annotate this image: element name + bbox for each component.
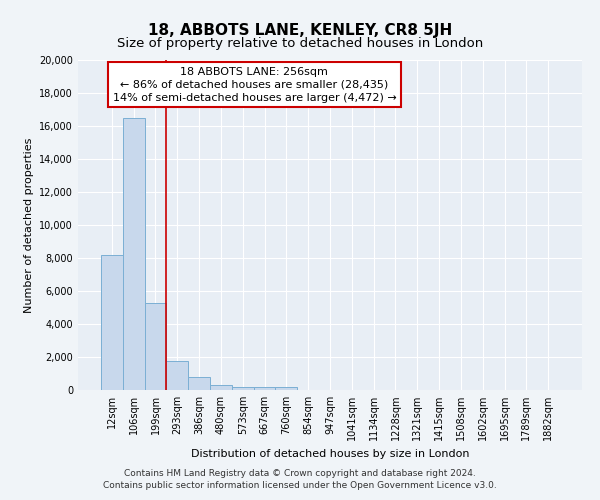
Text: Contains HM Land Registry data © Crown copyright and database right 2024.: Contains HM Land Registry data © Crown c… — [124, 469, 476, 478]
Bar — [232, 386, 254, 390]
Text: 18 ABBOTS LANE: 256sqm
← 86% of detached houses are smaller (28,435)
14% of semi: 18 ABBOTS LANE: 256sqm ← 86% of detached… — [113, 66, 396, 103]
Bar — [188, 377, 210, 390]
X-axis label: Distribution of detached houses by size in London: Distribution of detached houses by size … — [191, 448, 469, 458]
Bar — [254, 386, 275, 390]
Text: 18, ABBOTS LANE, KENLEY, CR8 5JH: 18, ABBOTS LANE, KENLEY, CR8 5JH — [148, 22, 452, 38]
Bar — [123, 118, 145, 390]
Text: Contains public sector information licensed under the Open Government Licence v3: Contains public sector information licen… — [103, 480, 497, 490]
Bar — [101, 254, 123, 390]
Bar — [275, 386, 297, 390]
Text: Size of property relative to detached houses in London: Size of property relative to detached ho… — [117, 38, 483, 51]
Bar — [210, 385, 232, 390]
Bar — [166, 361, 188, 390]
Y-axis label: Number of detached properties: Number of detached properties — [24, 138, 34, 312]
Bar — [145, 302, 166, 390]
